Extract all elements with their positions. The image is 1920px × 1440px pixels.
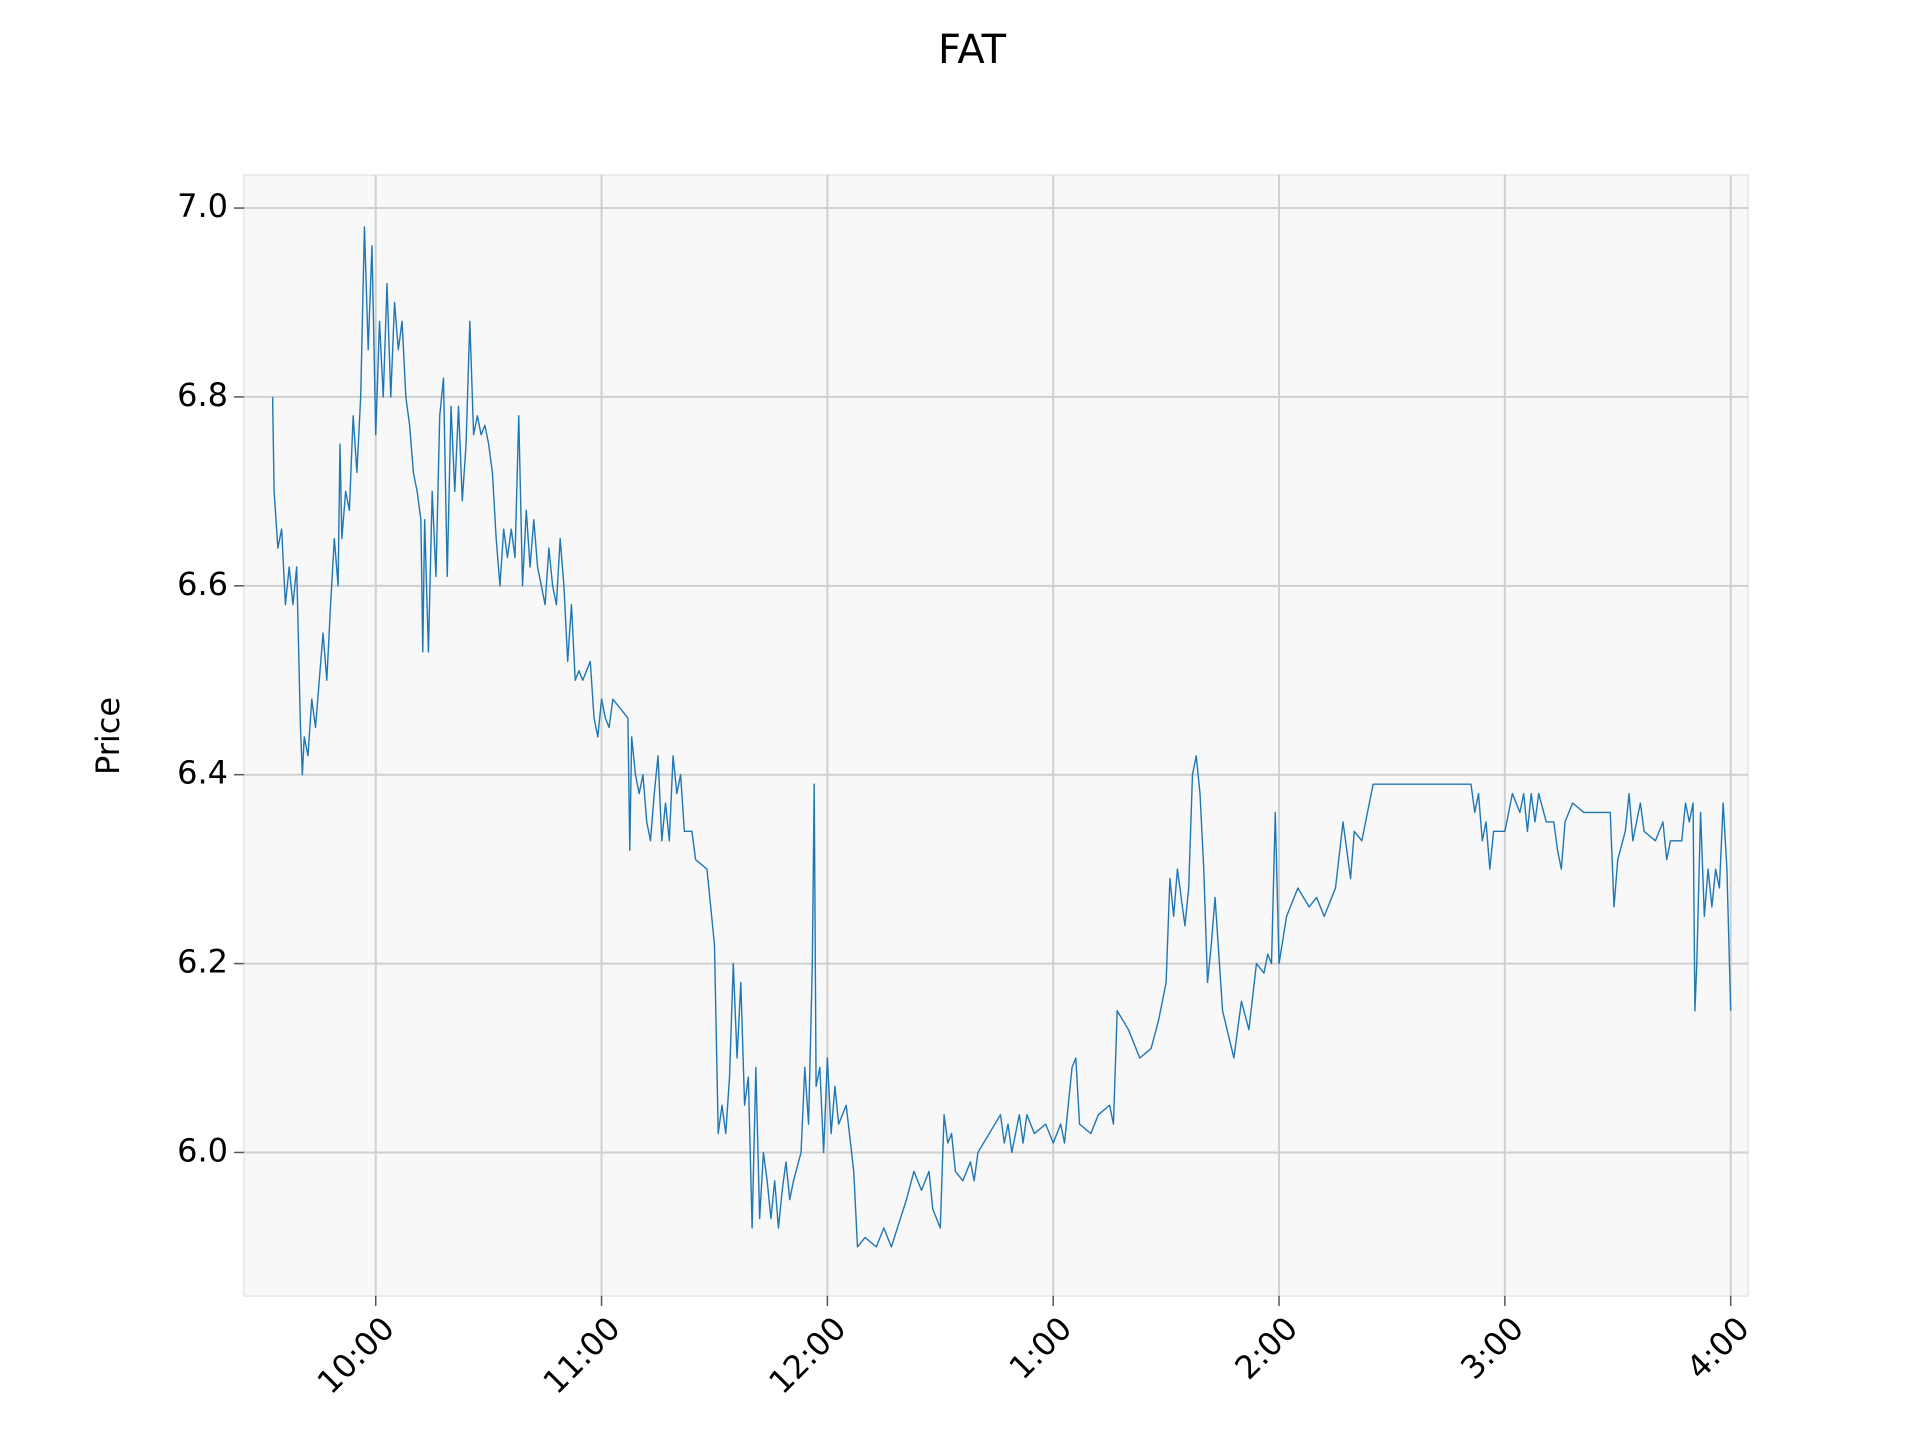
chart-title: FAT [938, 27, 1007, 73]
y-tick-label: 7.0 [177, 187, 228, 225]
y-tick-label: 6.6 [177, 565, 228, 603]
y-tick-label: 6.2 [177, 943, 228, 981]
y-tick-label: 6.0 [177, 1131, 228, 1169]
x-tick-label: 2:00 [1227, 1309, 1305, 1387]
x-tick-label: 12:00 [761, 1309, 853, 1401]
x-tick-label: 1:00 [1002, 1309, 1080, 1387]
y-tick-label: 6.4 [177, 754, 228, 792]
plot-area [243, 174, 1749, 1297]
x-tick-label: 3:00 [1453, 1309, 1531, 1387]
x-tick-label: 11:00 [535, 1309, 627, 1401]
x-tick-label: 4:00 [1679, 1309, 1757, 1387]
x-tick-label: 10:00 [310, 1309, 402, 1401]
price-line [271, 226, 1732, 1248]
y-axis-label: Price [89, 697, 127, 775]
y-tick-label: 6.8 [177, 376, 228, 414]
